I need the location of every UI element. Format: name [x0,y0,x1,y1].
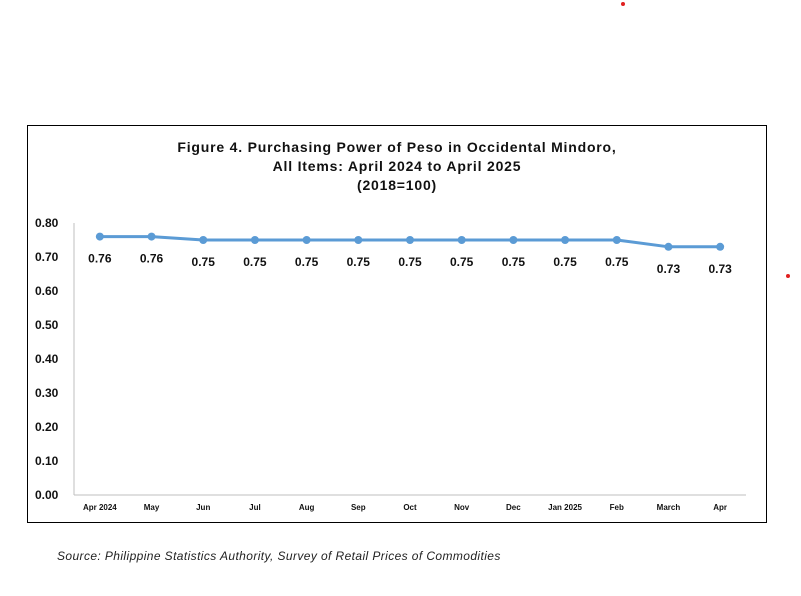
chart-title-line-1: Figure 4. Purchasing Power of Peso in Oc… [177,139,617,155]
y-tick-label: 0.80 [35,216,59,230]
red-dot-marker [621,2,625,6]
y-tick-label: 0.10 [35,454,59,468]
data-point [561,236,570,244]
data-point [199,236,208,244]
data-label: 0.75 [243,255,267,269]
x-tick-label: Aug [299,503,315,512]
data-label: 0.75 [192,255,216,269]
data-label: 0.76 [140,252,164,266]
data-point [457,236,466,244]
red-dot-marker [786,274,790,278]
chart-frame: Figure 4. Purchasing Power of Peso in Oc… [27,125,767,523]
data-label: 0.75 [553,255,577,269]
data-point [664,242,673,251]
source-note: Source: Philippine Statistics Authority,… [57,549,501,563]
data-point [716,242,725,251]
x-tick-label: March [657,503,681,512]
data-label: 0.73 [657,262,681,276]
data-label: 0.75 [347,255,371,269]
chart-title-line-2: All Items: April 2024 to April 2025 [272,158,522,174]
y-tick-label: 0.20 [35,420,59,434]
data-label: 0.76 [88,252,112,266]
x-tick-label: Feb [610,503,624,512]
data-label: 0.75 [450,255,474,269]
y-tick-label: 0.70 [35,250,59,264]
data-label: 0.73 [708,262,732,276]
y-tick-label: 0.30 [35,386,59,400]
data-point [250,236,259,244]
y-tick-label: 0.40 [35,352,59,366]
x-tick-label: Apr [713,503,727,512]
y-tick-label: 0.60 [35,284,59,298]
chart-title-line-3: (2018=100) [356,177,437,193]
y-tick-label: 0.50 [35,318,59,332]
data-point [406,236,414,244]
x-tick-label: Jun [196,503,210,512]
data-point [147,232,156,241]
data-label: 0.75 [605,255,629,269]
x-tick-label: Nov [454,503,470,512]
data-point [612,236,621,244]
data-point [354,236,363,244]
x-tick-label: Jan 2025 [548,503,582,512]
data-label: 0.75 [502,255,526,269]
line-chart: 0.80 0.70 0.60 0.50 0.40 0.30 0.20 0.10 0.00 Apr … [35,216,746,512]
y-tick-label: 0.00 [35,488,59,502]
x-tick-label: Sep [351,503,366,512]
data-point [302,236,311,244]
x-tick-label: May [144,503,160,512]
data-point [509,236,518,244]
chart-title: Figure 4. Purchasing Power of Peso in Oc… [28,138,766,195]
x-tick-label: Apr 2024 [83,503,117,512]
data-point [95,232,104,241]
x-tick-label: Jul [249,503,261,512]
data-label: 0.75 [398,255,422,269]
data-label: 0.75 [295,255,319,269]
x-tick-label: Dec [506,503,521,512]
x-tick-label: Oct [403,503,417,512]
